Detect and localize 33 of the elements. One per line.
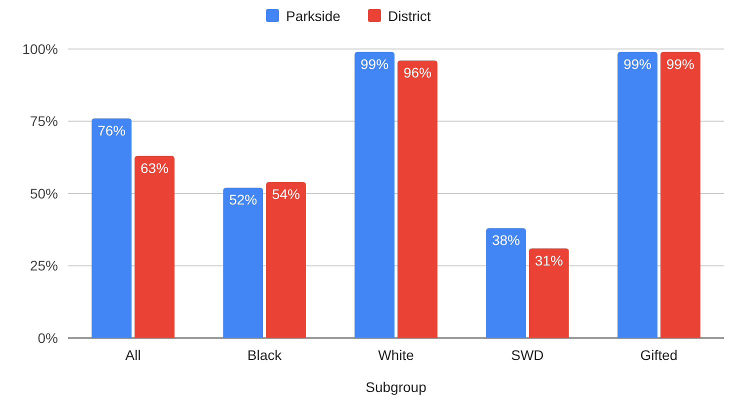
data-label: 99%	[623, 56, 652, 72]
y-tick-label: 75%	[30, 113, 58, 130]
data-label: 52%	[229, 192, 258, 208]
data-label: 76%	[98, 122, 126, 138]
data-label: 63%	[140, 160, 169, 176]
y-tick-label: 25%	[30, 258, 58, 274]
x-tick-label: Gifted	[640, 347, 678, 363]
legend-label: District	[388, 8, 431, 24]
x-tick-label: White	[378, 347, 414, 363]
y-tick-label: 100%	[22, 40, 58, 57]
legend-label: Parkside	[286, 8, 341, 24]
bar	[354, 52, 394, 338]
x-tick-label: Black	[247, 347, 283, 363]
y-tick-label: 50%	[30, 185, 58, 202]
data-label: 96%	[403, 64, 432, 81]
data-label: 38%	[492, 232, 520, 248]
bar	[266, 182, 306, 338]
data-label: 31%	[534, 252, 563, 268]
data-label: 99%	[666, 56, 694, 72]
bar	[398, 60, 438, 338]
bar	[528, 248, 569, 338]
x-axis-title: Subgroup	[366, 379, 427, 395]
data-label: 54%	[272, 186, 300, 202]
x-tick-label: All	[125, 347, 141, 363]
bar	[92, 118, 132, 338]
y-tick-label: 0%	[38, 330, 58, 346]
x-tick-label: SWD	[511, 347, 544, 363]
bar	[134, 156, 174, 338]
bar	[618, 52, 658, 338]
bar	[486, 228, 526, 338]
bar	[223, 188, 264, 338]
data-label: 99%	[360, 56, 389, 72]
bar	[660, 52, 700, 338]
